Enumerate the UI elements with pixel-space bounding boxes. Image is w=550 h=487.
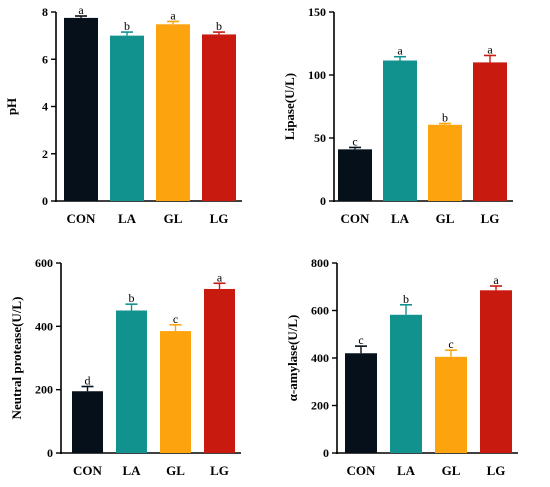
y-tick-label: 800 (311, 256, 329, 270)
significance-label: a (493, 273, 499, 287)
chart-panel-2: 0 50 100 150 Lipase(U/L) c CON a LA b GL a LG (282, 5, 513, 226)
significance-label: a (487, 42, 493, 56)
x-tick-label: LA (391, 211, 410, 226)
significance-label: a (217, 270, 223, 284)
bar-la (383, 60, 417, 202)
significance-label: c (173, 312, 178, 326)
y-tick-label: 0 (42, 194, 48, 208)
x-tick-label: CON (73, 463, 103, 478)
x-tick-label: LA (397, 463, 416, 478)
x-tick-label: CON (347, 463, 377, 478)
y-tick-label: 0 (323, 446, 329, 460)
bar-gl (428, 124, 462, 201)
y-tick-label: 4 (42, 100, 48, 114)
y-tick-label: 400 (311, 351, 329, 365)
x-tick-label: LA (122, 463, 141, 478)
y-tick-label: 100 (308, 68, 326, 82)
bar-lg (473, 62, 507, 202)
x-tick-label: LA (118, 211, 137, 226)
significance-label: a (397, 44, 403, 58)
y-tick-label: 400 (35, 319, 53, 333)
x-tick-label: LG (210, 211, 229, 226)
bar-la (110, 35, 144, 201)
significance-label: c (352, 134, 357, 148)
x-tick-label: LG (481, 211, 500, 226)
significance-label: d (85, 374, 91, 388)
significance-label: b (403, 292, 409, 306)
y-tick-label: 50 (314, 131, 326, 145)
bar-lg (204, 288, 235, 453)
x-tick-label: LG (487, 463, 506, 478)
y-axis-title: pH (4, 98, 19, 115)
bar-lg (202, 34, 236, 201)
chart-panel-1: 0 2 4 6 8 pH a CON b LA a GL b LG (4, 3, 242, 226)
x-tick-label: GL (164, 211, 183, 226)
significance-label: b (129, 291, 135, 305)
bar-gl (160, 331, 191, 453)
y-tick-label: 200 (35, 383, 53, 397)
bar-gl (435, 356, 467, 453)
y-tick-label: 200 (311, 399, 329, 413)
bar-lg (480, 290, 512, 453)
y-tick-label: 6 (42, 52, 48, 66)
y-tick-label: 600 (311, 304, 329, 318)
bar-con (345, 353, 377, 453)
y-tick-label: 600 (35, 256, 53, 270)
significance-label: b (442, 111, 448, 125)
bar-gl (156, 24, 190, 201)
bar-con (64, 17, 98, 201)
significance-label: a (78, 3, 84, 17)
chart-panel-4: 0 200 400 600 800 α-amylase(U/L) c CON b LA c GL a LG (285, 256, 518, 478)
x-tick-label: GL (442, 463, 461, 478)
x-tick-label: GL (436, 211, 455, 226)
bar-la (390, 314, 422, 453)
bar-con (338, 149, 372, 201)
y-axis-title: α-amylase(U/L) (285, 315, 300, 402)
x-tick-label: CON (341, 211, 371, 226)
significance-label: c (358, 333, 363, 347)
y-tick-label: 150 (308, 5, 326, 19)
x-tick-label: CON (67, 211, 97, 226)
significance-label: b (216, 19, 222, 33)
y-tick-label: 2 (42, 147, 48, 161)
bar-con (72, 391, 103, 453)
y-axis-title: Neutral protease(U/L) (9, 297, 24, 420)
y-tick-label: 0 (320, 194, 326, 208)
chart-panel-3: 0 200 400 600 Neutral protease(U/L) d CON b LA c G… (9, 256, 241, 478)
x-tick-label: LG (210, 463, 229, 478)
significance-label: a (170, 8, 176, 22)
y-axis-title: Lipase(U/L) (282, 73, 297, 140)
significance-label: c (448, 337, 453, 351)
bar-la (116, 310, 147, 453)
significance-label: b (124, 19, 130, 33)
x-tick-label: GL (166, 463, 185, 478)
y-tick-label: 0 (47, 446, 53, 460)
y-tick-label: 8 (42, 5, 48, 19)
